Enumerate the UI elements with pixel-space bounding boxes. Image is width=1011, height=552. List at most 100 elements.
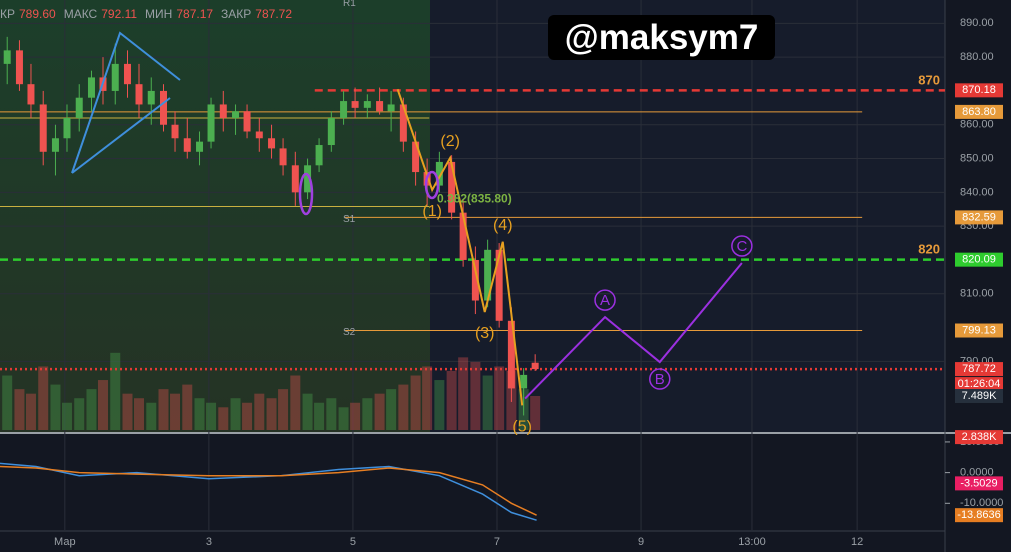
candle-body	[15, 50, 23, 85]
volume-bar	[134, 398, 145, 430]
volume-bar	[446, 370, 457, 430]
candle-body	[412, 141, 420, 173]
label: ЗАКР	[221, 7, 252, 21]
candle-body	[171, 124, 179, 139]
projection-label: B	[655, 371, 665, 388]
price-label: 832.59	[962, 211, 996, 223]
price-label: 863.80	[962, 106, 996, 118]
y-tick-label: -10.0000	[960, 497, 1003, 509]
value: 789.60	[19, 7, 56, 21]
marks: (1) (2) (3) (4) (5) A B C 0.382(835.80) R1 S1 S2	[0, 0, 945, 530]
volume-bar	[362, 398, 373, 430]
price-label-box	[955, 252, 1003, 267]
candle-body	[135, 84, 143, 105]
volume-label-box	[955, 388, 1003, 403]
volume-bar	[350, 402, 361, 430]
x-tick-label: 9	[638, 536, 644, 548]
price-label-box	[955, 362, 1003, 377]
candle-body	[448, 161, 456, 213]
volume-bar	[122, 393, 133, 430]
volume-bar	[242, 402, 253, 430]
candle-body	[147, 90, 155, 105]
label: МАКС	[63, 7, 98, 21]
volume-bar	[61, 402, 72, 430]
y-tick-label: 860.00	[960, 119, 994, 131]
volume-bar	[97, 380, 108, 430]
candle-body	[471, 259, 479, 301]
candle-body	[531, 362, 539, 370]
projection-marker	[649, 368, 671, 390]
label: КР	[0, 7, 15, 21]
volume-bar	[482, 375, 493, 430]
projection-label: A	[600, 292, 610, 309]
candle-body	[315, 145, 323, 166]
projection-label: C	[736, 238, 747, 255]
volume-label: 7.489K	[962, 390, 998, 402]
y-tick-label: 890.00	[960, 17, 994, 29]
projection-line	[524, 262, 743, 400]
candle-body	[520, 374, 528, 389]
x-tick-label: 12	[851, 536, 863, 548]
candle-body	[75, 97, 83, 118]
wave-label: (4)	[493, 217, 513, 234]
volume-bar	[410, 375, 421, 430]
candle-body	[255, 131, 263, 139]
value: 787.17	[176, 7, 214, 21]
volume-bar	[386, 389, 397, 430]
oscillator-line	[0, 462, 537, 521]
candle-body	[3, 50, 11, 64]
volume-bar	[158, 389, 169, 430]
ohlc-header: КР 789.60 МАКС 792.11 МИН 787.17 ЗАКР 787.72	[0, 7, 300, 21]
candle-body	[160, 90, 168, 125]
y-tick-label: 0.0000	[960, 467, 994, 479]
oscillator-line	[0, 465, 537, 516]
volume-label-box	[955, 430, 1003, 445]
volume-bar	[458, 357, 469, 430]
volume-bar	[422, 366, 433, 430]
projection-marker	[594, 289, 616, 311]
volume-bar	[146, 402, 157, 430]
candle-body	[87, 77, 95, 98]
fib-label: 0.382(835.80)	[437, 192, 512, 206]
volume-bar	[25, 393, 36, 430]
countdown-box	[955, 377, 1003, 392]
candle-body	[207, 104, 215, 142]
candle-body	[351, 101, 359, 108]
volume-bar	[338, 407, 349, 430]
drawing-line	[71, 97, 171, 174]
price-label: 799.13	[962, 324, 996, 336]
price-label-box	[955, 210, 1003, 225]
wave-line	[396, 88, 524, 406]
volume-bar	[194, 398, 205, 430]
osc-label-box	[955, 508, 1003, 523]
volume-bar	[50, 384, 61, 430]
volume-bar	[470, 361, 481, 430]
price-label-box	[955, 104, 1003, 119]
candle-body	[376, 101, 384, 112]
volume-bar	[206, 402, 217, 430]
candle-body	[39, 104, 47, 152]
pivot-label: S1	[343, 214, 356, 225]
volume-bar	[254, 393, 265, 430]
projection-marker	[731, 235, 753, 257]
volume-bar	[266, 398, 277, 430]
candle-body	[196, 141, 204, 152]
osc-label: -3.5029	[960, 477, 997, 489]
volume-bar	[326, 398, 337, 430]
candle-body	[279, 148, 287, 166]
osc-label: -13.8636	[957, 509, 1000, 521]
candle-body	[459, 212, 467, 260]
volume-bar	[2, 375, 13, 430]
volume-bar	[494, 366, 505, 430]
volume-bar	[74, 398, 85, 430]
volume-bar	[38, 366, 49, 430]
candle-body	[495, 249, 503, 321]
candle-body	[484, 249, 492, 301]
candle-body	[507, 320, 515, 389]
candle-body	[63, 117, 71, 139]
volume-bar	[290, 375, 301, 430]
volume-bar	[170, 393, 181, 430]
pivot-label: R1	[343, 0, 356, 9]
